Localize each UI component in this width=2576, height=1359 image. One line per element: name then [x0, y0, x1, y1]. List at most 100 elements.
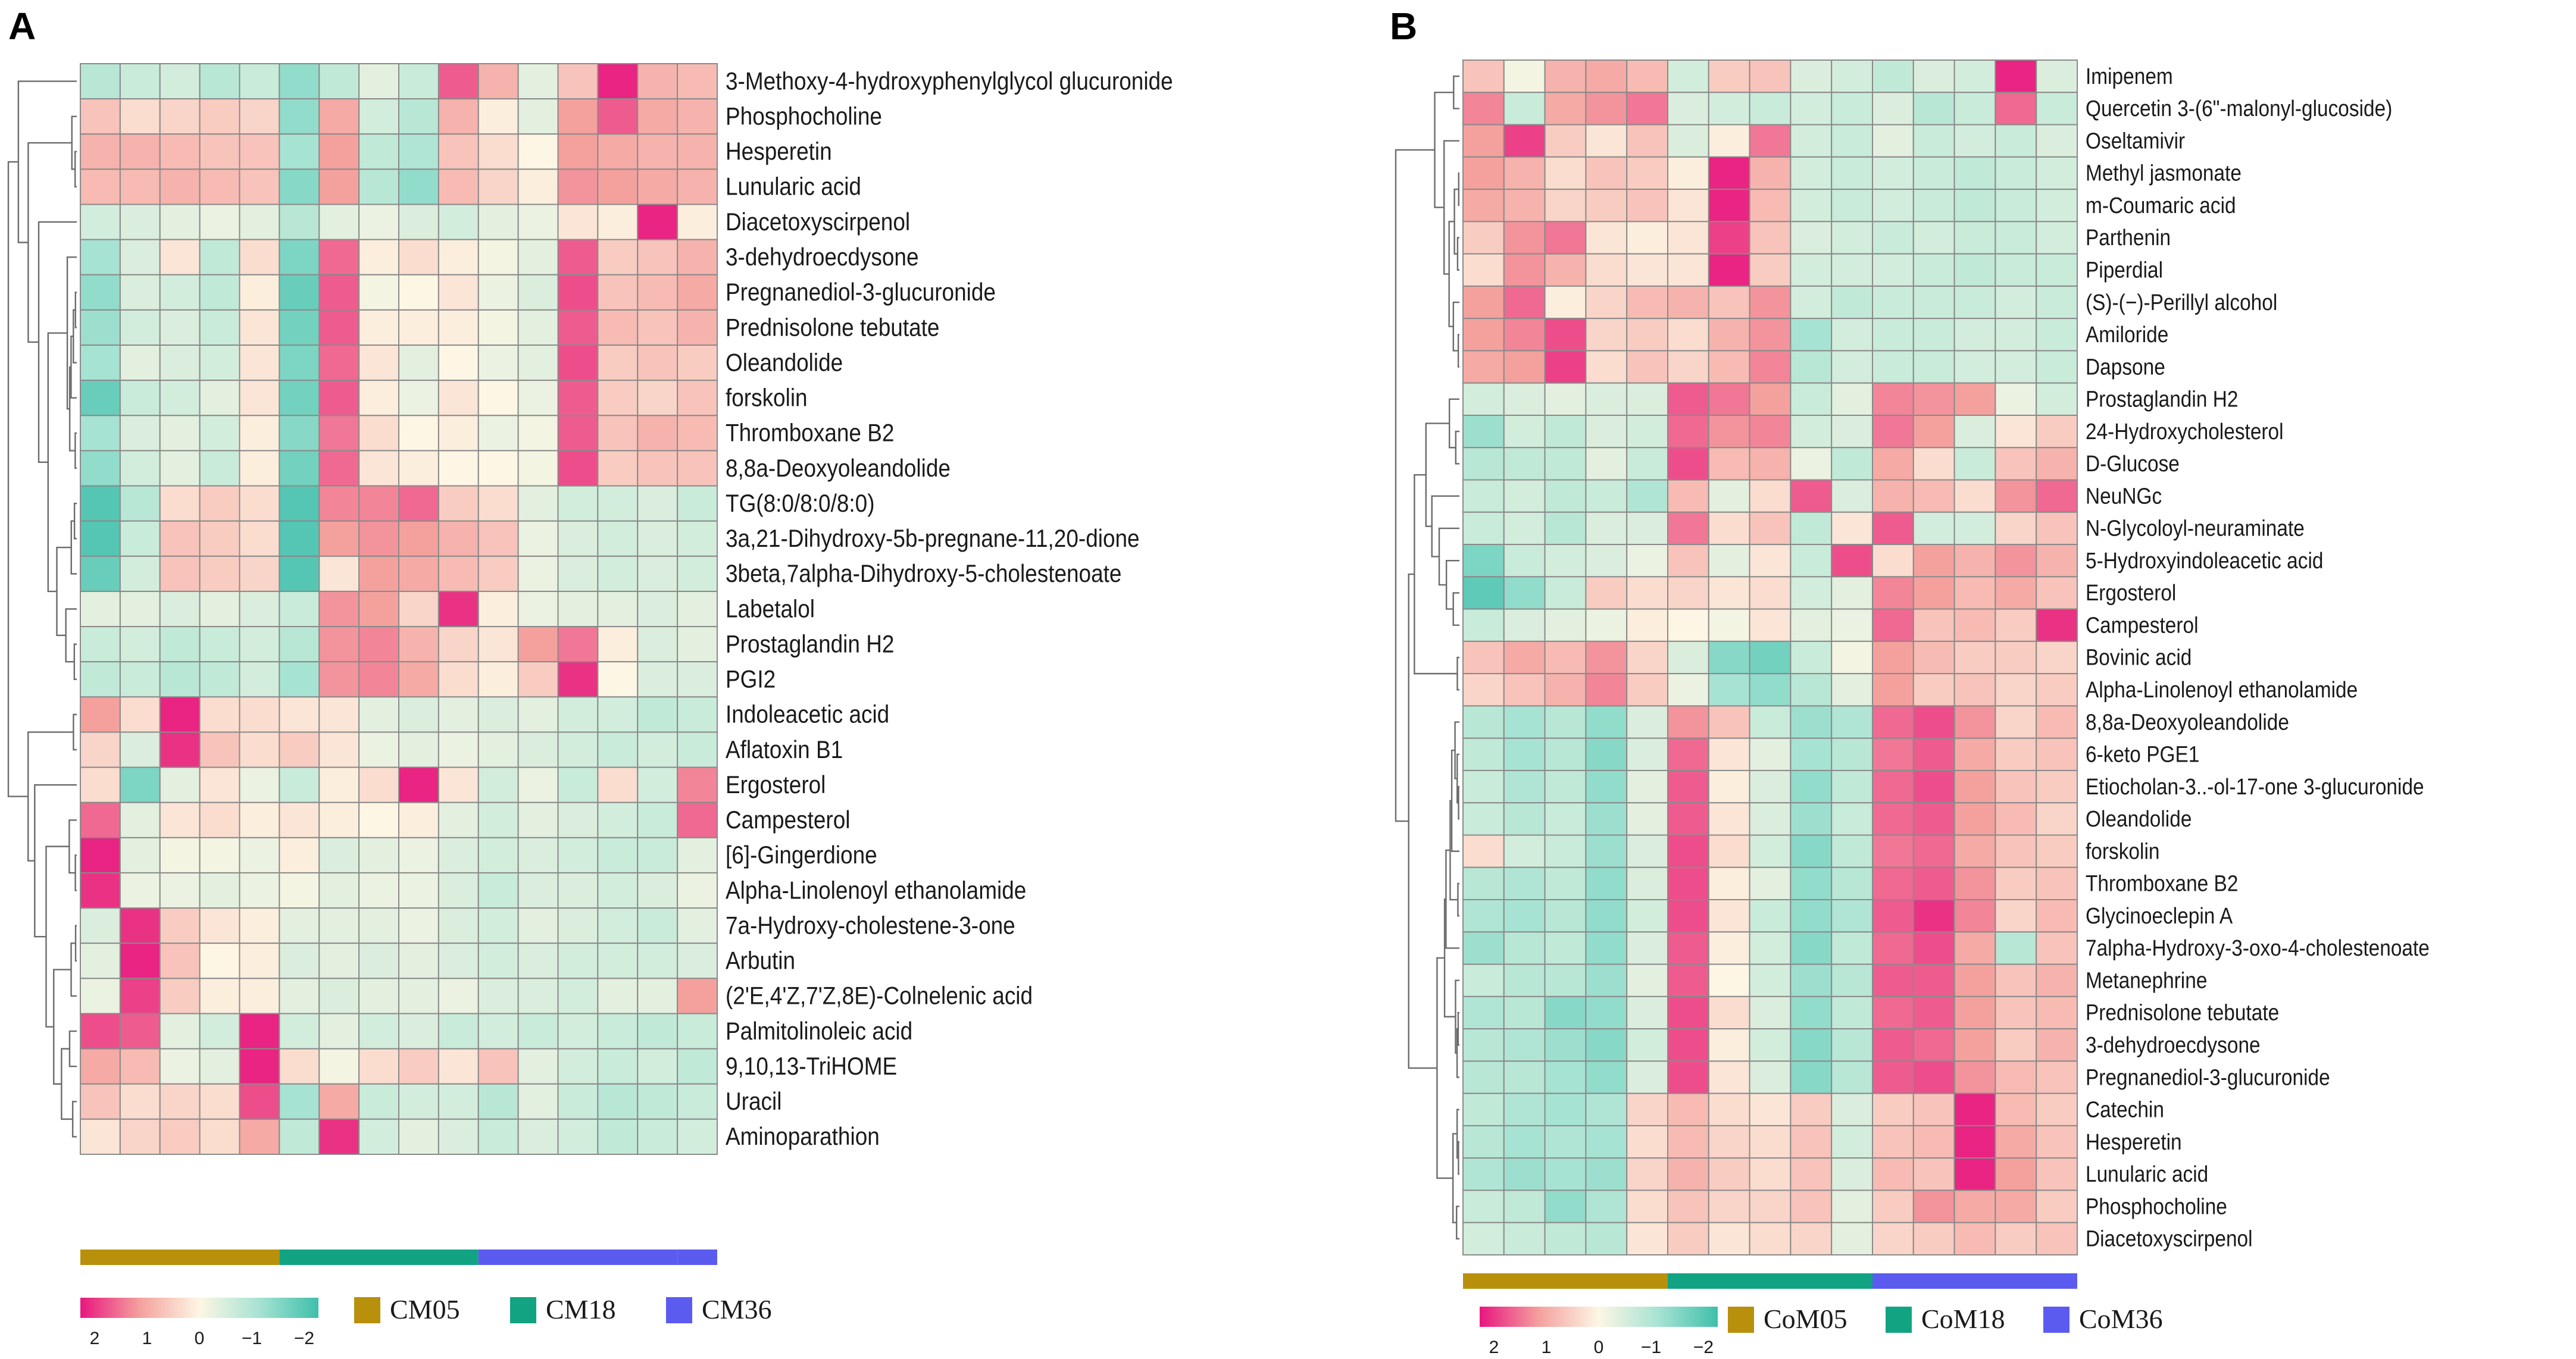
heatmap-cell — [437, 274, 479, 311]
heatmap-cell — [437, 1013, 479, 1050]
heatmap-cell — [1912, 544, 1955, 578]
row-label: Diacetoxyscirpenol — [2086, 1226, 2253, 1251]
heatmap-cell — [437, 309, 479, 346]
heatmap-cell — [1953, 1060, 1996, 1094]
heatmap-cell — [119, 239, 161, 275]
heatmap-cell — [1462, 189, 1505, 223]
heatmap-cell — [80, 555, 121, 592]
heatmap-cell — [1953, 60, 1996, 93]
heatmap-cell — [1462, 1189, 1505, 1223]
heatmap-cell — [398, 98, 439, 135]
row-label: Alpha-Linolenoyl ethanolamide — [726, 876, 1026, 904]
heatmap-cell — [318, 907, 360, 944]
heatmap-cell — [1790, 576, 1833, 610]
heatmap-cell — [1912, 1125, 1955, 1159]
heatmap-cell — [159, 1118, 201, 1156]
heatmap-cell — [1749, 156, 1792, 190]
dendrogram-branch — [65, 608, 77, 663]
heatmap-cell — [159, 450, 201, 487]
group-legend-swatch — [2043, 1307, 2069, 1333]
heatmap-cell — [1544, 447, 1587, 481]
heatmap-cell — [1872, 382, 1914, 416]
heatmap-cell — [1790, 285, 1833, 320]
heatmap-cell — [398, 731, 439, 768]
row-labels: 3-Methoxy-4-hydroxyphenylglycol glucuron… — [726, 67, 1173, 1151]
heatmap-cell — [1831, 1157, 1873, 1191]
row-label: Aflatoxin B1 — [726, 736, 843, 764]
heatmap-cell — [517, 63, 559, 100]
row-label: Prednisolone tebutate — [726, 314, 939, 342]
row-label: 3beta,7alpha-Dihydroxy-5-cholestenoate — [726, 560, 1121, 588]
dendrogram-branch — [70, 942, 77, 997]
heatmap-cell — [358, 978, 399, 1014]
heatmap-cell — [1626, 1125, 1668, 1159]
heatmap-cell — [1585, 1060, 1628, 1094]
group-legend-swatch — [1886, 1307, 1912, 1333]
heatmap-cell — [1503, 608, 1546, 642]
heatmap-cell — [1626, 931, 1668, 965]
heatmap-cell — [1749, 285, 1792, 320]
heatmap-cell — [1585, 511, 1628, 546]
heatmap-cell — [239, 766, 280, 803]
heatmap-cell — [1994, 640, 2037, 675]
heatmap-cell — [199, 590, 240, 628]
heatmap-cell — [1626, 156, 1668, 190]
heatmap-cell — [1462, 92, 1505, 126]
heatmap-cell — [199, 555, 240, 592]
dendrogram-branch — [70, 520, 77, 575]
heatmap-cell — [477, 978, 519, 1014]
heatmap-cell — [1749, 1092, 1792, 1126]
heatmap-cell — [477, 696, 519, 733]
group-legend: CM05 CM18 CM36 — [354, 1294, 772, 1324]
heatmap-cell — [279, 63, 320, 100]
row-label: Dapsone — [2086, 354, 2165, 379]
heatmap-cell — [477, 1083, 519, 1120]
heatmap-cell — [1708, 899, 1750, 933]
heatmap-cell — [677, 590, 718, 628]
heatmap-cell — [1708, 802, 1750, 836]
heatmap-cell — [677, 626, 718, 663]
heatmap-cell — [279, 1048, 320, 1085]
heatmap-cell — [1912, 899, 1955, 933]
dendrogram-branch — [27, 142, 72, 343]
heatmap-cell — [358, 766, 399, 803]
heatmap-cell — [1994, 608, 2037, 642]
heatmap-cell — [437, 203, 479, 240]
heatmap-cell — [239, 1013, 280, 1050]
heatmap-cell — [80, 766, 121, 803]
group-legend-swatch — [510, 1297, 536, 1323]
heatmap-cell — [159, 942, 201, 979]
heatmap-cell — [1585, 479, 1628, 513]
heatmap-cell — [1708, 1092, 1750, 1126]
heatmap-cell — [2036, 737, 2078, 771]
heatmap-cell — [1626, 544, 1668, 578]
heatmap-cell — [318, 239, 360, 275]
heatmap-cell — [1585, 1222, 1628, 1256]
heatmap-cell — [1912, 382, 1955, 416]
heatmap-cell — [1544, 92, 1587, 126]
heatmap-cell — [199, 1013, 240, 1050]
heatmap-cell — [477, 450, 519, 487]
heatmap-cell — [517, 1048, 559, 1085]
heatmap-cell — [80, 345, 121, 381]
heatmap-cell — [1953, 608, 1996, 642]
heatmap-cell — [1872, 1092, 1914, 1126]
heatmap-cell — [1462, 963, 1505, 997]
heatmap-cell — [318, 203, 360, 240]
heatmap-cell — [2036, 156, 2078, 190]
heatmap-cell — [318, 168, 360, 205]
heatmap-cell — [557, 98, 599, 135]
heatmap-cell — [279, 731, 320, 768]
heatmap-cell — [279, 415, 320, 452]
heatmap-cell — [358, 203, 399, 240]
heatmap-cell — [279, 696, 320, 733]
row-label: (2'E,4'Z,7'Z,8E)-Colnelenic acid — [726, 982, 1033, 1010]
row-label: 8,8a-Deoxyoleandolide — [726, 455, 951, 483]
heatmap-cell — [637, 696, 679, 733]
heatmap-cell — [1790, 1125, 1833, 1159]
heatmap-cell — [1462, 60, 1505, 93]
heatmap-cell — [1912, 1189, 1955, 1223]
heatmap-cell — [437, 520, 479, 557]
heatmap-cell — [1994, 60, 2037, 93]
heatmap-cell — [1708, 60, 1750, 93]
